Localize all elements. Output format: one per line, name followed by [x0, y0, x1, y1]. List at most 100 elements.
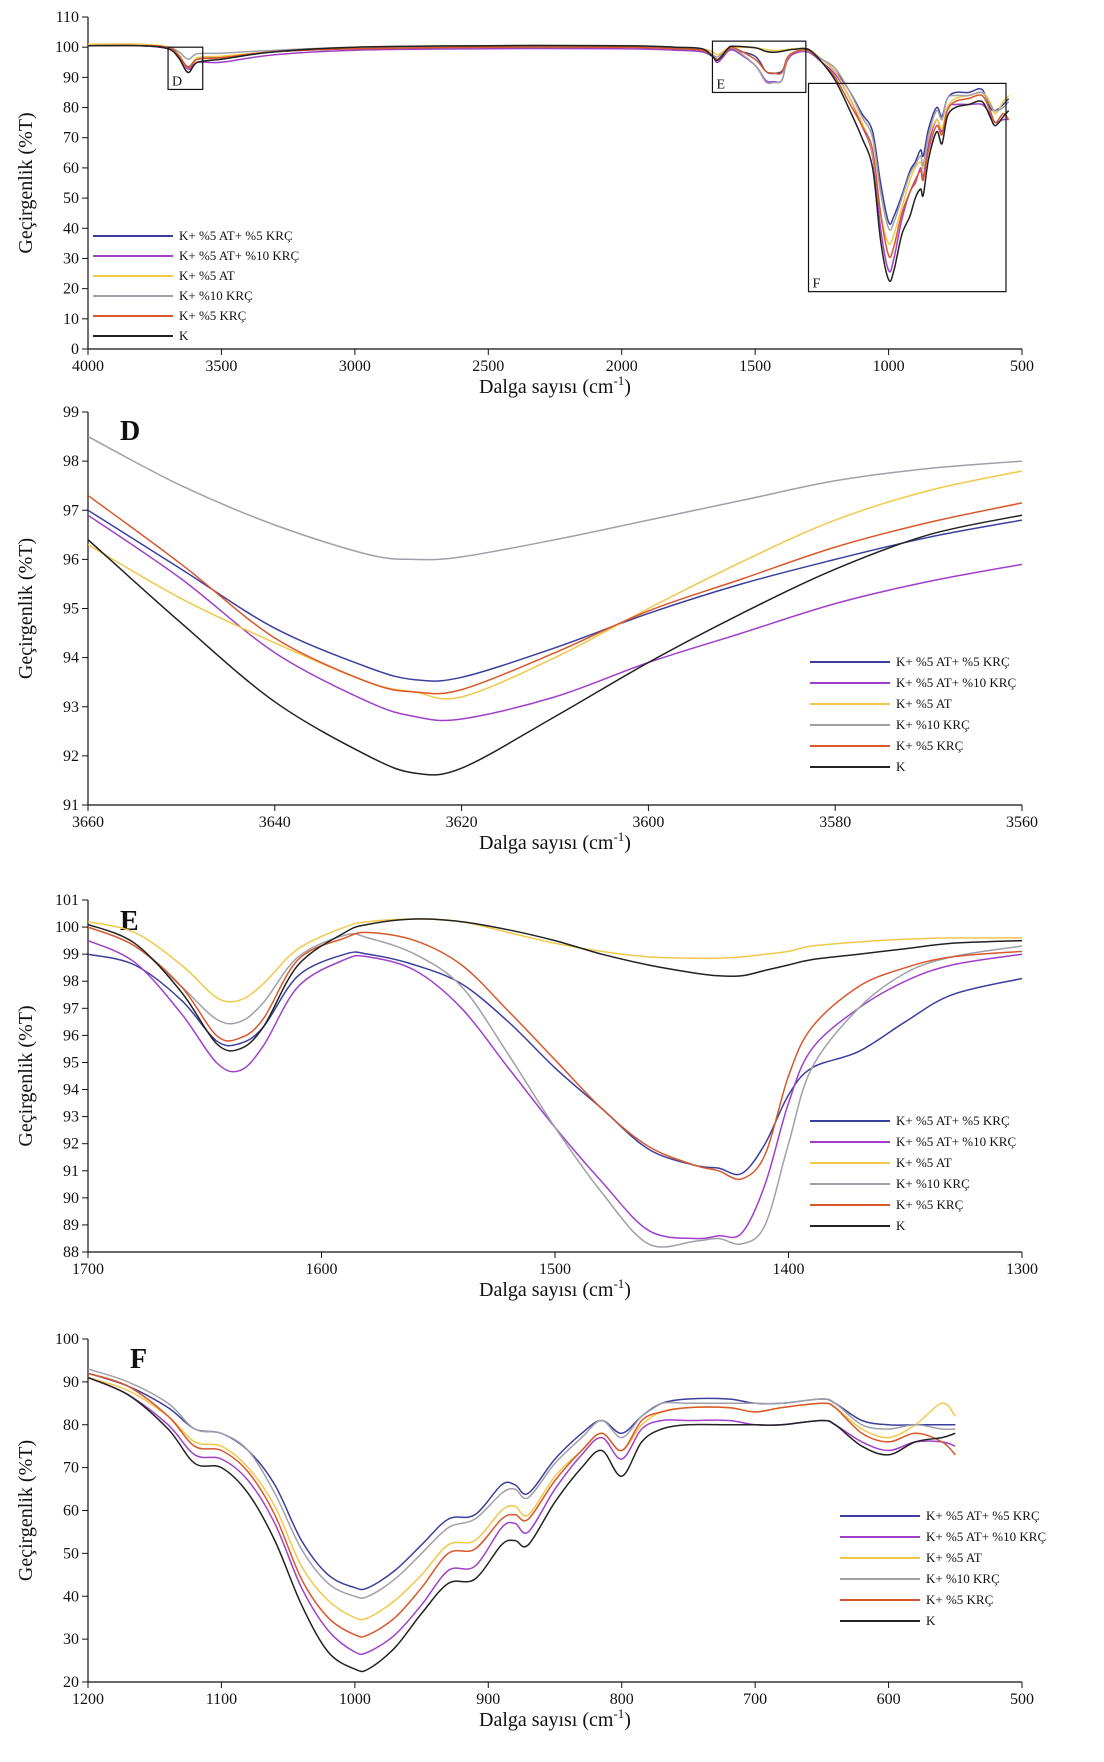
legend-label: K+ %5 AT+ %5 KRÇ [896, 654, 1010, 669]
y-tick-label: 100 [55, 39, 79, 56]
series-line [88, 494, 1022, 695]
legend-label: K+ %5 AT+ %10 KRÇ [179, 248, 299, 263]
legend-label: K [926, 1613, 936, 1628]
chart-panel-overview: 0 10 20 30 40 50 60 70 80 90 100 110 4000 3500 3000 250… [15, 9, 1034, 398]
y-tick-label: 10 [63, 311, 79, 328]
series-line [88, 918, 1022, 1052]
legend-label: K+ %5 AT [896, 1155, 952, 1170]
series-line [88, 1376, 956, 1621]
y-tick-label: 50 [63, 190, 79, 207]
x-tick-label: 3600 [632, 814, 664, 831]
y-tick-label: 20 [63, 1674, 79, 1691]
y-tick-label: 60 [63, 160, 79, 177]
series-line [88, 44, 1010, 226]
legend-label: K+ %10 KRÇ [896, 1176, 970, 1191]
y-tick-label: 50 [63, 1545, 79, 1562]
x-tick-label: 1100 [206, 1691, 237, 1708]
y-tick-label: 94 [63, 1082, 79, 1099]
x-tick-label: 600 [877, 1691, 901, 1708]
legend: K+ %5 AT+ %5 KRÇ K+ %5 AT+ %10 KRÇ K+ %5 A… [840, 1508, 1046, 1628]
y-tick-label: 92 [63, 748, 79, 765]
y-tick-label: 91 [63, 1163, 79, 1180]
legend-label: K+ %5 KRÇ [926, 1592, 993, 1607]
chart-panel-F: 20 30 40 50 60 70 80 90 100 1200 1100 1000 900 800 700… [15, 1331, 1046, 1731]
y-tick-label: 98 [63, 973, 79, 990]
x-tick-label: 3640 [259, 814, 291, 831]
y-tick-label: 91 [63, 797, 79, 814]
x-tick-label: 900 [476, 1691, 500, 1708]
y-axis-title: Geçirgenlik (%T) [15, 112, 37, 253]
legend-label: K+ %5 AT [926, 1550, 982, 1565]
y-tick-label: 40 [63, 220, 79, 237]
x-tick-label: 1600 [306, 1261, 338, 1278]
y-tick-label: 98 [63, 453, 79, 470]
x-tick-label: 3620 [446, 814, 478, 831]
y-tick-label: 99 [63, 404, 79, 421]
x-tick-label: 1500 [739, 358, 771, 375]
x-tick-label: 500 [1010, 1691, 1034, 1708]
y-tick-label: 100 [55, 919, 79, 936]
series-line [88, 1376, 956, 1656]
chart-panel-D: 91 92 93 94 95 96 97 98 99 3660 3640 3620 3600 3580 35… [15, 404, 1038, 854]
x-tick-label: 1300 [1006, 1261, 1038, 1278]
series-line [88, 44, 1010, 259]
y-tick-label: 70 [63, 1460, 79, 1477]
inset-box [807, 82, 1007, 293]
legend-label: K+ %10 KRÇ [179, 288, 253, 303]
legend-label: K+ %5 AT+ %5 KRÇ [926, 1508, 1040, 1523]
legend-label: K+ %10 KRÇ [926, 1571, 1000, 1586]
x-axis-title: Dalga sayısı (cm-1) [479, 373, 631, 398]
legend: K+ %5 AT+ %5 KRÇ K+ %5 AT+ %10 KRÇ K+ %5 A… [810, 654, 1016, 774]
y-tick-label: 70 [63, 130, 79, 147]
y-tick-label: 80 [63, 100, 79, 117]
series-line [88, 1372, 956, 1591]
series-line [88, 44, 1010, 231]
y-tick-label: 95 [63, 1054, 79, 1071]
y-tick-label: 93 [63, 699, 79, 716]
y-tick-label: 90 [63, 69, 79, 86]
x-tick-label: 1000 [339, 1691, 371, 1708]
y-axis-title: Geçirgenlik (%T) [15, 538, 37, 679]
series-line [88, 435, 1022, 561]
y-axis-title: Geçirgenlik (%T) [15, 1440, 37, 1581]
y-tick-label: 30 [63, 250, 79, 267]
y-tick-label: 99 [63, 946, 79, 963]
y-tick-label: 93 [63, 1109, 79, 1126]
y-tick-label: 96 [63, 551, 79, 568]
legend-label: K+ %5 AT+ %5 KRÇ [896, 1113, 1010, 1128]
y-tick-label: 100 [55, 1331, 79, 1348]
series-line [88, 509, 1022, 682]
series-line [88, 1376, 956, 1673]
x-tick-label: 1000 [873, 358, 905, 375]
legend-label: K+ %5 AT+ %10 KRÇ [896, 675, 1016, 690]
x-axis-title: Dalga sayısı (cm-1) [479, 1276, 631, 1301]
y-tick-label: 88 [63, 1244, 79, 1261]
x-tick-label: 700 [743, 1691, 767, 1708]
y-tick-label: 80 [63, 1417, 79, 1434]
y-tick-label: 0 [71, 341, 79, 358]
x-tick-label: 3660 [72, 814, 104, 831]
x-tick-label: 4000 [72, 358, 104, 375]
series-line [88, 44, 1010, 283]
x-tick-label: 2500 [472, 358, 504, 375]
x-axis-title: Dalga sayısı (cm-1) [479, 829, 631, 854]
x-axis-title: Dalga sayısı (cm-1) [479, 1706, 631, 1731]
legend-label: K+ %5 AT+ %5 KRÇ [179, 228, 293, 243]
series-line [88, 44, 1009, 273]
x-tick-label: 1500 [539, 1261, 571, 1278]
x-tick-label: 1200 [72, 1691, 104, 1708]
y-axis-title: Geçirgenlik (%T) [15, 1005, 37, 1146]
x-tick-label: 3000 [339, 358, 371, 375]
x-tick-label: 3580 [819, 814, 851, 831]
series-line [88, 470, 1022, 700]
legend-label: K+ %5 AT [896, 696, 952, 711]
inset-box-label: F [813, 277, 821, 292]
inset-box [711, 40, 807, 94]
inset-box-label: E [716, 77, 725, 92]
y-tick-label: 92 [63, 1136, 79, 1153]
panel-letter: D [120, 416, 140, 447]
x-tick-label: 1700 [72, 1261, 104, 1278]
inset-box [167, 46, 204, 91]
series-line [88, 514, 1022, 776]
